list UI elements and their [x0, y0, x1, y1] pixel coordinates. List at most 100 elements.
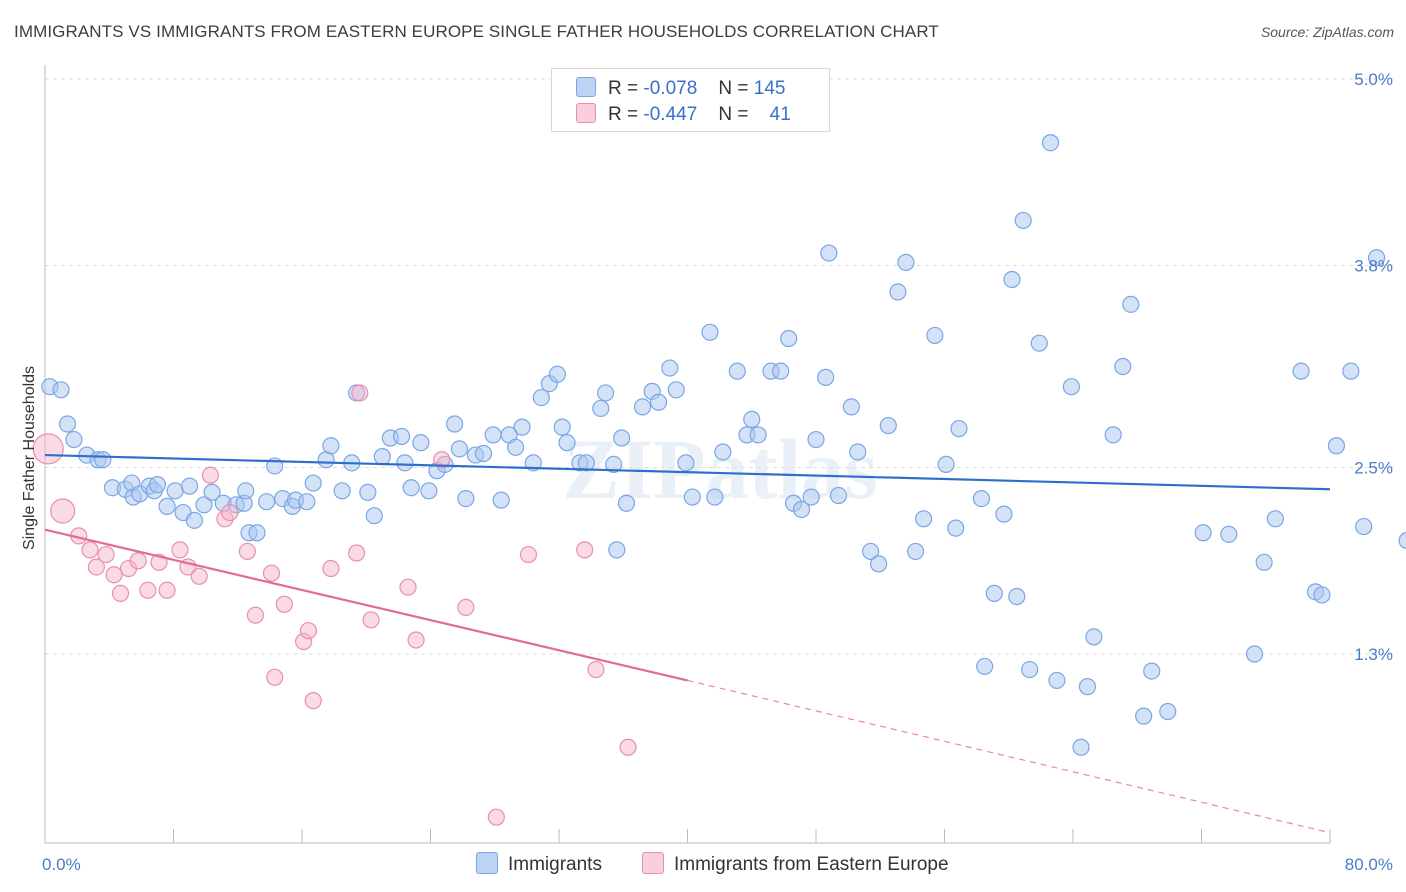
point-immigrants: [1104, 426, 1122, 444]
point-immigrants: [1030, 334, 1048, 352]
point-immigrants: [412, 434, 430, 452]
point-immigrants: [553, 418, 571, 436]
point-eastern-europe: [407, 631, 425, 649]
grid-lines: [45, 78, 1395, 655]
point-eastern-europe: [399, 578, 417, 596]
point-immigrants: [677, 454, 695, 472]
bottom-legend-swatch-eastern-europe: [642, 852, 664, 874]
bottom-legend-label: Immigrants from Eastern Europe: [674, 854, 949, 875]
point-eastern-europe: [619, 738, 637, 756]
correlation-legend: R = -0.078 N = 145 R = -0.447 N = 41: [551, 68, 830, 132]
legend-r-label: R =: [608, 104, 639, 125]
point-immigrants: [701, 323, 719, 341]
point-immigrants: [148, 476, 167, 494]
point-immigrants: [1021, 660, 1039, 679]
point-immigrants: [1048, 671, 1066, 690]
chart-title: IMMIGRANTS VS IMMIGRANTS FROM EASTERN EU…: [14, 22, 939, 41]
point-immigrants: [862, 542, 880, 561]
point-immigrants: [976, 657, 994, 676]
bottom-legend-swatch-immigrants: [476, 852, 498, 874]
point-eastern-europe: [158, 581, 176, 599]
point-eastern-europe: [87, 558, 106, 576]
bottom-legend-immigrants: Immigrants: [476, 852, 602, 876]
point-immigrants: [304, 474, 322, 492]
point-immigrants: [829, 486, 848, 505]
point-immigrants: [52, 381, 70, 399]
point-immigrants: [237, 482, 255, 500]
trend-line-eastern-europe: [44, 528, 688, 682]
point-immigrants: [1078, 678, 1097, 696]
x-tick-label: 80.0%: [1345, 855, 1393, 874]
point-immigrants: [474, 444, 493, 463]
point-immigrants: [94, 451, 112, 469]
point-immigrants: [1135, 707, 1153, 725]
point-immigrants: [58, 415, 77, 433]
point-immigrants: [807, 430, 825, 449]
point-immigrants: [937, 455, 955, 474]
point-eastern-europe: [519, 545, 538, 564]
trend-line-eastern-europe-extension: [687, 679, 1331, 834]
point-eastern-europe: [129, 552, 147, 570]
point-immigrants: [772, 362, 790, 380]
point-immigrants: [780, 329, 798, 348]
point-immigrants: [661, 359, 679, 377]
point-eastern-europe: [275, 595, 293, 613]
point-immigrants: [248, 524, 266, 542]
point-immigrants: [926, 326, 944, 345]
point-immigrants: [605, 455, 623, 474]
point-eastern-europe: [50, 498, 76, 524]
legend-r-value: -0.078: [643, 78, 698, 99]
point-immigrants: [889, 283, 907, 301]
point-immigrants: [396, 454, 414, 472]
point-immigrants: [915, 510, 933, 528]
point-immigrants: [524, 454, 542, 472]
y-tick-label: 5.0%: [1354, 70, 1393, 89]
point-immigrants: [258, 493, 276, 511]
point-immigrants: [1014, 211, 1032, 230]
point-immigrants: [203, 483, 221, 501]
point-eastern-europe: [433, 451, 451, 469]
point-immigrants: [513, 418, 531, 436]
point-immigrants: [842, 398, 860, 416]
point-immigrants: [548, 365, 566, 383]
point-eastern-europe: [322, 559, 340, 578]
point-immigrants: [849, 443, 867, 461]
point-immigrants: [879, 416, 897, 435]
point-immigrants: [1085, 628, 1103, 646]
point-immigrants: [985, 584, 1003, 602]
point-immigrants: [1159, 702, 1177, 721]
point-eastern-europe: [190, 567, 208, 585]
point-immigrants: [1194, 524, 1212, 542]
point-eastern-europe: [238, 542, 256, 561]
chart-source: Source: ZipAtlas.com: [1260, 24, 1394, 40]
point-eastern-europe: [105, 566, 123, 584]
bottom-legend-eastern-europe: Immigrants from Eastern Europe: [642, 852, 949, 876]
point-immigrants: [333, 482, 351, 500]
point-immigrants: [972, 489, 991, 508]
point-eastern-europe: [587, 660, 605, 679]
point-immigrants: [195, 496, 213, 514]
point-eastern-europe: [171, 541, 189, 559]
point-immigrants: [180, 477, 199, 495]
point-immigrants: [802, 488, 820, 506]
point-eastern-europe: [262, 564, 281, 582]
point-immigrants: [897, 253, 915, 271]
point-eastern-europe: [299, 622, 318, 640]
point-immigrants: [158, 497, 176, 515]
point-eastern-europe: [487, 808, 505, 826]
point-eastern-europe: [81, 541, 99, 559]
point-immigrants: [492, 491, 510, 509]
point-eastern-europe: [246, 606, 265, 624]
legend-swatch-immigrants: [576, 77, 596, 97]
point-immigrants: [1313, 586, 1331, 604]
point-immigrants: [743, 410, 761, 428]
y-tick-label: 3.8%: [1354, 256, 1393, 275]
point-immigrants: [1072, 738, 1090, 756]
trend-line-immigrants: [44, 453, 1331, 491]
point-immigrants: [1245, 645, 1264, 663]
x-tick-label: 0.0%: [42, 855, 81, 874]
point-eastern-europe: [576, 541, 594, 559]
point-immigrants: [1398, 532, 1406, 550]
point-immigrants: [592, 399, 610, 418]
